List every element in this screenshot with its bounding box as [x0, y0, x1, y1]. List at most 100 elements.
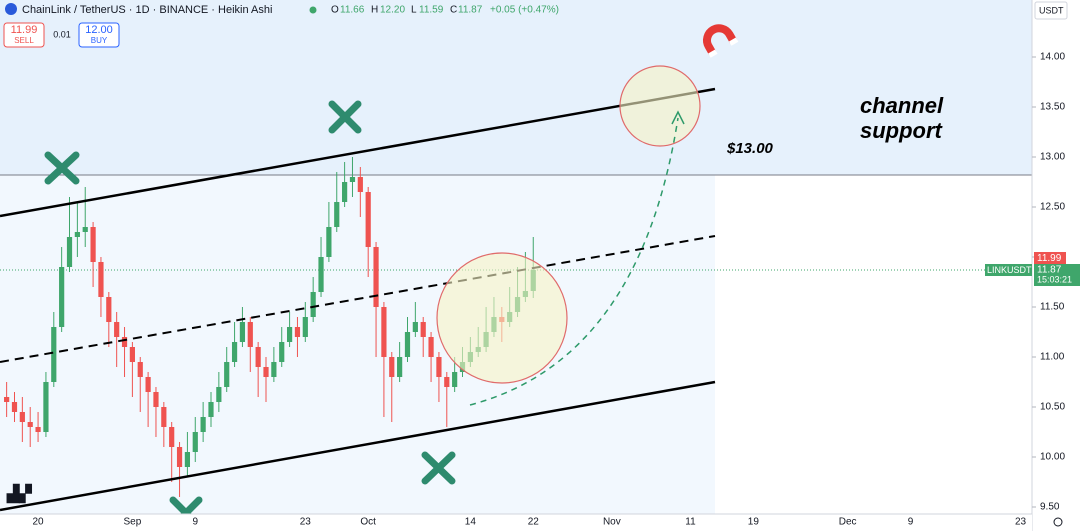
x-marks: [44, 100, 456, 530]
candle-body: [184, 452, 191, 467]
candle-body: [106, 297, 112, 322]
sell-price[interactable]: 11.99: [11, 24, 38, 36]
x-tick-label: Sep: [123, 517, 141, 528]
candle-body: [247, 322, 253, 347]
candle-body: [397, 357, 403, 377]
note-line: channel: [860, 93, 944, 118]
candle-body: [129, 347, 135, 362]
sell-label[interactable]: SELL: [14, 36, 34, 45]
x-tick-label: 20: [33, 517, 45, 528]
candle-body: [334, 202, 340, 227]
last-price: 11.87: [1037, 265, 1062, 276]
ohlc-key: L: [411, 5, 417, 16]
candle-body: [326, 227, 332, 257]
sell-box[interactable]: [3, 22, 45, 48]
candle-body: [404, 332, 411, 357]
settings-icon[interactable]: [1053, 517, 1063, 527]
currency[interactable]: USDT: [1039, 5, 1064, 15]
candle-body: [342, 182, 348, 202]
candle-body: [294, 327, 301, 337]
candle-body: [357, 177, 363, 192]
candle-body: [43, 382, 49, 432]
x-tick-label: 23: [1015, 517, 1027, 528]
x-tick-label: Dec: [839, 517, 857, 528]
candles: [4, 157, 536, 497]
candle-body: [231, 342, 238, 362]
y-tick-label: 13.50: [1040, 102, 1065, 113]
highlight-circle: [436, 252, 568, 384]
candle-body: [121, 337, 128, 347]
candle-body: [59, 267, 65, 327]
magnet-icon: [703, 24, 739, 58]
spread: 0.01: [53, 29, 71, 39]
buy-box[interactable]: [78, 22, 120, 48]
channel-bottom: [0, 380, 716, 512]
candle-body: [263, 367, 269, 377]
countdown: 15:03:21: [1037, 274, 1072, 284]
candle-body: [436, 357, 442, 377]
symbol: ChainLink / TetherUS · 1D · BINANCE · He…: [22, 4, 272, 16]
candle-body: [11, 402, 18, 412]
candle-body: [145, 377, 151, 392]
x-tick-label: Nov: [603, 517, 621, 528]
candle-body: [452, 372, 458, 387]
target-circle: [619, 65, 701, 147]
candle-body: [19, 412, 25, 422]
candle-body: [51, 327, 57, 382]
ohlc-value: 12.20: [380, 5, 405, 16]
change: +0.05 (+0.47%): [490, 5, 559, 16]
symbol-tag: LINKUSDT: [987, 265, 1032, 275]
logo: [5, 3, 17, 15]
tv-logo: ▟▞: [6, 483, 32, 504]
currency-box[interactable]: [1034, 1, 1068, 20]
last-box: [1034, 264, 1080, 286]
candle-body: [153, 392, 159, 407]
y-tick-label: 9.50: [1040, 502, 1060, 513]
buy-button[interactable]: 12.00 BUY: [78, 22, 120, 48]
ohlc-value: 11.66: [340, 5, 365, 16]
buy-label[interactable]: BUY: [91, 36, 108, 45]
candle-body: [98, 262, 104, 297]
candle-body: [137, 362, 143, 377]
candle-body: [200, 417, 206, 432]
buy-price[interactable]: 12.00: [85, 24, 113, 36]
sell-button[interactable]: 11.99 SELL: [3, 22, 45, 48]
candle-body: [82, 227, 88, 232]
candle-body: [365, 192, 371, 247]
x-tick-label: 9: [908, 517, 914, 528]
candle-body: [428, 337, 434, 357]
candle-body: [373, 247, 379, 307]
zone-upper: [0, 0, 1032, 175]
y-tick-label: 10.50: [1040, 402, 1065, 413]
status-dot: [309, 6, 317, 14]
candle-body: [318, 257, 324, 292]
candle-body: [302, 317, 308, 337]
y-tick-label: 11.50: [1040, 302, 1065, 313]
x-tick-label: 9: [192, 517, 198, 528]
x-tick-label: Oct: [360, 517, 376, 528]
y-tick-label: 14.00: [1040, 52, 1065, 63]
channel-mid: [0, 235, 716, 363]
candle-body: [66, 237, 73, 267]
symbol-tag-box: [985, 264, 1032, 276]
ohlc-key: H: [371, 5, 378, 16]
candle-body: [176, 447, 183, 467]
candle-body: [161, 407, 167, 427]
x-tick-label: 23: [300, 517, 312, 528]
note-line: support: [860, 118, 944, 143]
candle-body: [239, 322, 246, 342]
target-label: $13.00: [726, 140, 774, 157]
candle-body: [90, 227, 96, 262]
candle-body: [286, 327, 293, 342]
candle-body: [27, 422, 33, 427]
candle-body: [114, 322, 120, 337]
candle-body: [35, 427, 41, 432]
x-tick-label: 19: [748, 517, 760, 528]
ohlc-value: 11.59: [419, 5, 444, 16]
y-tick-label: 12.50: [1040, 202, 1065, 213]
candle-body: [271, 362, 277, 377]
candle-body: [4, 397, 10, 402]
x-tick-label: 22: [528, 517, 540, 528]
candle-body: [224, 362, 230, 387]
